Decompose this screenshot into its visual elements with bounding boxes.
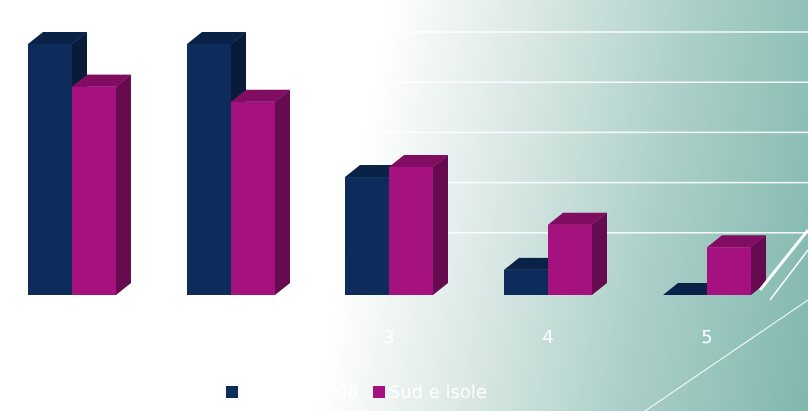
legend-swatch-series-2 (372, 386, 385, 398)
bar-front (28, 44, 72, 295)
bar-top (72, 74, 131, 87)
bar-front (504, 269, 548, 295)
bar-side (592, 212, 607, 295)
bar-series (28, 32, 766, 295)
bar-front (548, 224, 592, 295)
x-axis-ticks: 3 4 5 (383, 327, 712, 348)
bar-series-2-cat-5 (707, 235, 766, 295)
bar-series-2-cat-3 (389, 154, 448, 295)
legend-item-series-1: PZTD060008 (226, 382, 359, 403)
bar-side (751, 235, 766, 295)
legend-label-series-2: Sud e isole (388, 381, 488, 403)
decorative-line (758, 229, 808, 291)
bar-top (707, 235, 766, 248)
bar-series-2-cat-4 (548, 212, 607, 295)
legend-label-series-1: PZTD060008 (242, 381, 359, 403)
bar-front (187, 44, 231, 295)
bar-front (231, 101, 275, 295)
x-tick-label: 4 (542, 327, 553, 348)
bar-front (345, 177, 389, 295)
bar-side (116, 74, 131, 295)
corner-decoration (644, 229, 808, 411)
bar-top (28, 32, 87, 44)
bar-front (707, 247, 751, 295)
bar-front (389, 166, 433, 295)
bar-top (231, 89, 290, 102)
bar-top (389, 154, 448, 167)
bar-series-2-cat-2 (231, 89, 290, 295)
decorative-line (769, 249, 808, 301)
bar-top (187, 32, 246, 44)
legend-swatch-series-1 (226, 386, 238, 398)
legend-item-series-2: Sud e isole (372, 381, 488, 403)
bar-side (275, 89, 290, 295)
bar-front (72, 86, 116, 295)
legend: PZTD060008 Sud e isole (226, 380, 487, 404)
x-tick-label: 5 (701, 327, 712, 348)
bar-top (548, 212, 607, 225)
bar-series-2-cat-1 (72, 74, 131, 295)
x-tick-label: 3 (383, 327, 394, 348)
bar-side (433, 154, 448, 295)
decorative-line (644, 299, 808, 411)
